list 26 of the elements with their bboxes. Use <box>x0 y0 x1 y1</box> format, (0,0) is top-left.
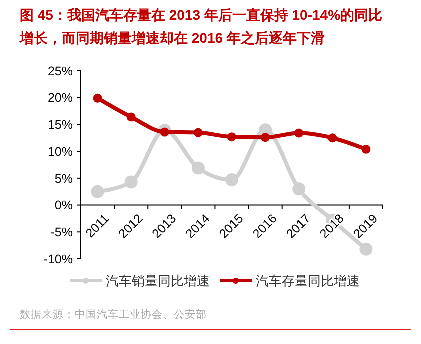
y-tick-label: 5% <box>54 172 73 186</box>
point <box>294 128 304 138</box>
y-tick-label: 0% <box>54 198 73 213</box>
point <box>91 185 104 198</box>
legend-label: 汽车销量同比增速 <box>106 274 210 289</box>
point <box>192 162 205 175</box>
point <box>261 133 270 142</box>
point <box>328 134 338 143</box>
point <box>292 182 306 196</box>
chart-title: 图 45：我国汽车存量在 2013 年后一直保持 10-14%的同比增长，而同期销量增速却在 2016 年之后逐年下滑 <box>19 7 383 46</box>
point <box>360 242 373 256</box>
point <box>93 94 102 103</box>
y-tick-label: -10% <box>44 252 73 266</box>
y-tick-label: 20% <box>48 91 73 106</box>
y-tick-label: 25% <box>48 64 73 78</box>
legend-label: 汽车存量同比增速 <box>256 274 360 289</box>
y-tick-label: -5% <box>50 226 73 240</box>
point <box>226 174 238 187</box>
point <box>228 132 236 142</box>
point <box>194 128 203 138</box>
y-tick-label: 15% <box>48 118 73 132</box>
point <box>124 176 138 189</box>
y-tick-label: 10% <box>48 144 73 159</box>
point <box>126 112 136 122</box>
point <box>362 144 371 154</box>
source-note: 数据来源：中国汽车工业协会、公安部 <box>20 308 207 321</box>
